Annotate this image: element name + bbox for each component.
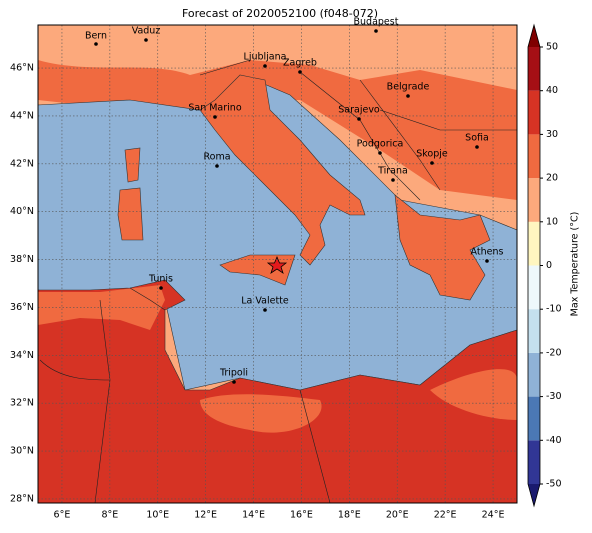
colorbar-segment — [528, 265, 540, 310]
map — [37, 25, 518, 504]
colorbar-tick-label: -10 — [546, 304, 562, 315]
x-tick-label: 16°E — [290, 510, 313, 521]
x-tick-label: 20°E — [386, 510, 409, 521]
colorbar-segment — [528, 221, 540, 266]
colorbar-under — [528, 484, 540, 506]
city-dot — [485, 259, 489, 263]
colorbar-tick-label: -20 — [546, 347, 562, 358]
x-tick-label: 10°E — [146, 510, 169, 521]
city-label: Tirana — [377, 166, 408, 177]
x-tick-label: 8°E — [101, 510, 118, 521]
city-label: Tripoli — [219, 368, 248, 379]
y-tick-label: 30°N — [10, 446, 34, 457]
colorbar-segment — [528, 134, 540, 179]
x-tick-label: 6°E — [54, 510, 71, 521]
city-dot — [357, 117, 361, 121]
x-tick-label: 18°E — [338, 510, 361, 521]
city-dot — [263, 64, 267, 68]
city-label: Roma — [203, 152, 230, 163]
colorbar-segment — [528, 178, 540, 222]
colorbar-tick-label: 20 — [546, 173, 558, 184]
y-tick-label: 36°N — [10, 302, 34, 313]
colorbar-over — [528, 25, 540, 47]
warm-region — [200, 394, 322, 433]
city-label: Ljubljana — [244, 52, 287, 63]
colorbar-segment — [528, 352, 540, 397]
colorbar-tick-label: -30 — [546, 391, 562, 402]
title: Forecast of 2020052100 (f048-072) — [182, 7, 378, 20]
city-label: Athens — [471, 247, 504, 258]
colorbar-segment — [528, 47, 540, 91]
map-frame — [37, 24, 518, 504]
x-tick-label: 22°E — [434, 510, 457, 521]
x-tick-label: 24°E — [482, 510, 505, 521]
city-dot — [94, 42, 98, 46]
city-dot — [378, 151, 382, 155]
corsica — [124, 147, 141, 183]
city-label: Skopje — [416, 149, 448, 160]
y-tick-label: 42°N — [10, 158, 34, 169]
city-dot — [159, 286, 163, 290]
city-dot — [144, 38, 148, 42]
sardinia — [117, 187, 144, 241]
y-tick-label: 44°N — [10, 110, 34, 121]
city-label: Tunis — [148, 274, 173, 285]
city-dot — [298, 70, 302, 74]
city-dot — [213, 115, 217, 119]
y-tick-label: 38°N — [10, 254, 34, 265]
city-dot — [391, 178, 395, 182]
city-label: Bern — [85, 31, 107, 42]
warm-region — [430, 369, 517, 420]
y-tick-label: 40°N — [10, 206, 34, 217]
colorbar-tick-label: -50 — [546, 479, 562, 490]
city-dot — [263, 308, 267, 312]
colorbar-tick-label: 0 — [546, 260, 552, 271]
city-label: La Valette — [241, 296, 289, 307]
cities: Bern Vaduz Budapest Ljubljana Zagreb Bel… — [85, 17, 504, 384]
italy — [199, 74, 366, 266]
city-dot — [430, 161, 434, 165]
city-label: Vaduz — [132, 26, 161, 37]
colorbar-tick-label: 40 — [546, 85, 558, 96]
city-dot — [232, 380, 236, 384]
greece — [394, 194, 491, 301]
y-tick-label: 32°N — [10, 398, 34, 409]
city-dot — [374, 29, 378, 33]
city-dot — [215, 164, 219, 168]
city-dot — [406, 94, 410, 98]
colorbar-label: Max Temperature (°C) — [570, 212, 581, 317]
city-label: Zagreb — [283, 58, 317, 69]
city-label: Sarajevo — [338, 105, 380, 116]
colorbar-tick-label: 50 — [546, 42, 558, 53]
y-tick-label: 28°N — [10, 493, 34, 504]
x-tick-label: 12°E — [194, 510, 217, 521]
city-label: Podgorica — [357, 139, 404, 150]
y-tick-label: 46°N — [10, 63, 34, 74]
colorbar-segment — [528, 396, 540, 441]
x-tick-label: 14°E — [242, 510, 265, 521]
city-label: Budapest — [354, 17, 399, 28]
colorbar-segment — [528, 309, 540, 353]
city-dot — [475, 145, 479, 149]
city-label: Belgrade — [387, 82, 430, 93]
city-label: San Marino — [188, 103, 241, 114]
y-tick-label: 34°N — [10, 350, 34, 361]
colorbar-tick-label: 30 — [546, 129, 558, 140]
star-marker — [266, 255, 288, 274]
colorbar-tick-label: -40 — [546, 435, 562, 446]
colorbar-tick-label: 10 — [546, 216, 558, 227]
colorbar-segment — [528, 90, 540, 135]
city-label: Sofia — [465, 133, 489, 144]
colorbar-segment — [528, 440, 540, 484]
